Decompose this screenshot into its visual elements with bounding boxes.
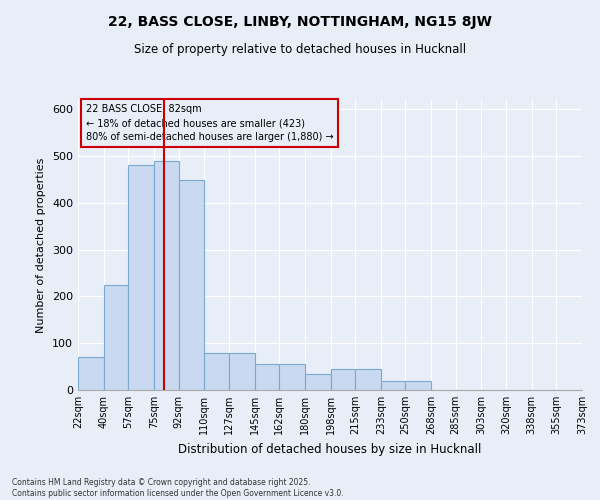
Bar [254,364,279,390]
Bar [355,369,381,390]
Bar [406,380,431,390]
Y-axis label: Number of detached properties: Number of detached properties [37,158,46,332]
Bar [381,380,406,390]
Bar [205,352,229,390]
Bar [78,358,104,390]
Bar [279,364,305,390]
Text: 22 BASS CLOSE: 82sqm
← 18% of detached houses are smaller (423)
80% of semi-deta: 22 BASS CLOSE: 82sqm ← 18% of detached h… [86,104,333,142]
Text: 22, BASS CLOSE, LINBY, NOTTINGHAM, NG15 8JW: 22, BASS CLOSE, LINBY, NOTTINGHAM, NG15 … [108,15,492,29]
Bar [229,352,254,390]
Bar [154,161,179,390]
Text: Size of property relative to detached houses in Hucknall: Size of property relative to detached ho… [134,42,466,56]
Bar [128,166,154,390]
Text: Contains HM Land Registry data © Crown copyright and database right 2025.
Contai: Contains HM Land Registry data © Crown c… [12,478,344,498]
Bar [179,180,205,390]
Bar [305,374,331,390]
X-axis label: Distribution of detached houses by size in Hucknall: Distribution of detached houses by size … [178,442,482,456]
Bar [331,369,355,390]
Bar [104,285,128,390]
